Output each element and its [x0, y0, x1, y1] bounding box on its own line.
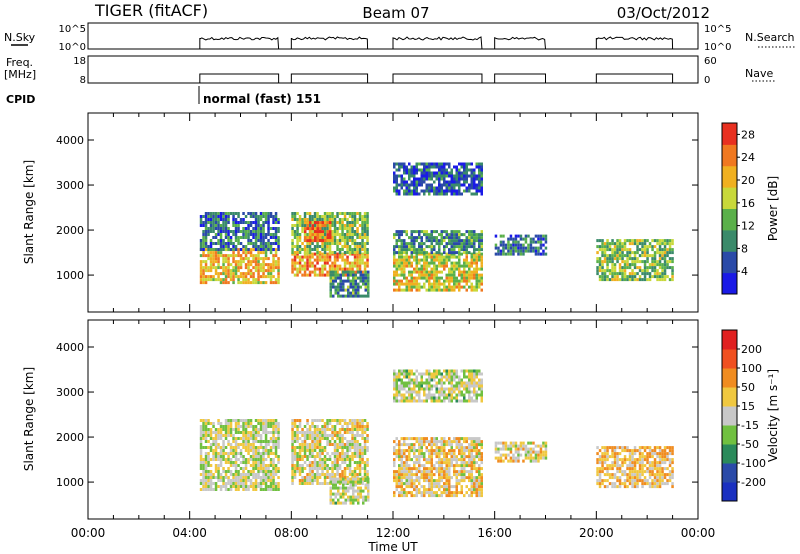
colorbar-segment: [722, 272, 737, 295]
x-tick-label: 00:00: [681, 526, 716, 540]
velocity-y-axis-label: Slant Range [km]: [22, 367, 36, 471]
colorbar-segment: [722, 229, 737, 252]
nsearch-label: N.Search: [745, 31, 795, 44]
power-y-axis-label: Slant Range [km]: [22, 160, 36, 264]
colorbar-segment: [722, 406, 737, 426]
colorbar-tick-label: 16: [741, 197, 755, 210]
power-panel: 1000 2000 3000 4000 Slant Range [km] 4 8 12 16…: [22, 112, 780, 313]
freq-tick-bottom: 8: [80, 75, 86, 86]
freq-unit-label: [MHz]: [4, 68, 36, 81]
y-tick-label: 2000: [56, 431, 84, 444]
freq-block-4: [595, 73, 674, 83]
colorbar-tick-label: 24: [741, 151, 755, 164]
nsky-block-0: [199, 36, 280, 50]
colorbar-segment: [722, 144, 737, 167]
y-tick-label: 3000: [56, 179, 84, 192]
x-tick-label: 20:00: [579, 526, 614, 540]
freq-block-2: [392, 73, 483, 83]
velocity-y-ticks: 1000 2000 3000 4000: [56, 341, 698, 489]
x-axis-label: Time UT: [367, 540, 418, 554]
velocity-heatmap: [199, 369, 674, 505]
nsky-block-3: [494, 36, 546, 50]
y-tick-label: 1000: [56, 476, 84, 489]
colorbar-tick-label: 28: [741, 128, 755, 141]
colorbar-segment: [722, 208, 737, 231]
cpid-row: CPID normal (fast) 151: [6, 86, 321, 106]
cpid-text: normal (fast) 151: [203, 92, 321, 106]
colorbar-segment: [722, 463, 737, 483]
beam-title: Beam 07: [362, 4, 429, 22]
freq-trace: [199, 73, 674, 83]
freq-panel: Freq. [MHz] 18 8 60 0 Nave: [4, 55, 775, 86]
x-tick-label: 08:00: [274, 526, 309, 540]
colorbar-tick-label: 15: [741, 400, 755, 413]
date-title: 03/Oct/2012: [617, 4, 710, 22]
radar-title: TIGER (fitACF): [94, 1, 208, 20]
nsky-block-1: [290, 36, 369, 50]
nsky-trace: [199, 36, 674, 50]
y-tick-label: 2000: [56, 224, 84, 237]
colorbar-segment: [722, 349, 737, 369]
colorbar-tick-label: 200: [741, 343, 762, 356]
power-colorbar: 4 8 12 16 20 24 28 Power [dB]: [721, 122, 780, 295]
freq-label: Freq.: [6, 56, 33, 69]
colorbar-segment: [722, 368, 737, 388]
nsky-block-2: [392, 36, 483, 50]
colorbar-segment: [722, 123, 737, 145]
colorbar-segment: [722, 425, 737, 445]
power-x-ticks: [87, 113, 699, 312]
nsky-label: N.Sky: [4, 31, 36, 44]
colorbar-label: Velocity [m s⁻¹]: [766, 369, 780, 462]
freq-tick-top: 18: [73, 56, 86, 67]
freq-block-3: [494, 73, 546, 83]
x-tick-label: 00:00: [71, 526, 106, 540]
colorbar-segment: [722, 444, 737, 464]
nsky-tick-top: 10^5: [59, 24, 86, 35]
nave-tick-top: 60: [704, 56, 717, 67]
colorbar-segment: [722, 482, 737, 502]
nsky-block-4: [595, 36, 674, 50]
velocity-colorbar: 200 100 50 15 -15 -50 -100 -200 Velocity [m s⁻¹]: [721, 329, 780, 502]
y-tick-label: 1000: [56, 269, 84, 282]
colorbar-tick-label: -200: [741, 476, 766, 489]
colorbar-tick-label: 4: [741, 265, 748, 278]
y-tick-label: 4000: [56, 341, 84, 354]
cpid-label: CPID: [6, 93, 35, 106]
colorbar-tick-label: 20: [741, 174, 755, 187]
x-tick-labels: 00:00 04:00 08:00 12:00 16:00 20:00 00:00: [71, 526, 716, 540]
colorbar-segment: [722, 387, 737, 407]
freq-block-0: [199, 73, 280, 83]
x-tick-label: 16:00: [477, 526, 512, 540]
colorbar-tick-label: 8: [741, 242, 748, 255]
colorbar-tick-label: 12: [741, 220, 755, 233]
velocity-panel: 1000 2000 3000 4000 Slant Range [km] 200 100…: [22, 319, 780, 520]
colorbar-segment: [722, 187, 737, 209]
colorbar-segment: [722, 165, 737, 188]
freq-block-1: [290, 73, 369, 83]
x-tick-label: 04:00: [172, 526, 207, 540]
x-tick-label: 12:00: [376, 526, 411, 540]
colorbar-segment: [722, 330, 737, 350]
y-tick-label: 3000: [56, 386, 84, 399]
nsearch-tick-bottom: 10^0: [704, 42, 731, 53]
nave-tick-bottom: 0: [704, 75, 710, 86]
nsky-panel: N.Sky 10^5 10^0 10^5 10^0 N.Search: [4, 22, 795, 53]
colorbar-tick-label: 100: [741, 362, 762, 375]
colorbar-tick-label: -100: [741, 457, 766, 470]
colorbar-tick-label: -15: [741, 419, 759, 432]
nave-label: Nave: [745, 67, 773, 80]
colorbar-tick-label: 50: [741, 381, 755, 394]
colorbar-segment: [722, 251, 737, 274]
colorbar-tick-label: -50: [741, 438, 759, 451]
nsearch-tick-top: 10^5: [704, 24, 731, 35]
y-tick-label: 4000: [56, 134, 84, 147]
colorbar-label: Power [dB]: [766, 176, 780, 241]
velocity-x-ticks: [87, 320, 699, 519]
power-heatmap: [199, 162, 674, 298]
nsky-tick-bottom: 10^0: [59, 42, 86, 53]
power-y-ticks: 1000 2000 3000 4000: [56, 134, 698, 282]
